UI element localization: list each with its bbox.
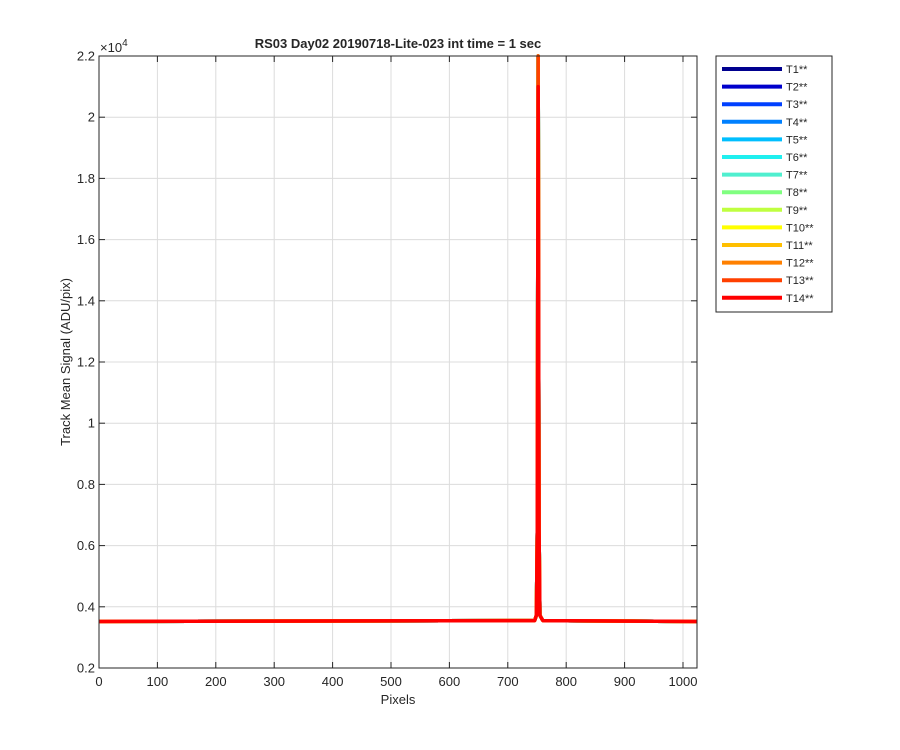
y-axis-label: Track Mean Signal (ADU/pix) bbox=[58, 278, 73, 446]
series-line-14 bbox=[98, 84, 698, 624]
y-tick-label: 1 bbox=[88, 416, 95, 431]
y-tick-label: 1.8 bbox=[77, 171, 95, 186]
legend-label-5: T5** bbox=[786, 134, 808, 146]
y-exponent-base: ×10 bbox=[100, 40, 122, 55]
y-exponent-power: 4 bbox=[122, 38, 128, 49]
legend-label-9: T9** bbox=[786, 205, 808, 217]
x-tick-label: 200 bbox=[205, 674, 227, 689]
x-tick-label: 900 bbox=[614, 674, 636, 689]
legend-label-14: T14** bbox=[786, 293, 814, 305]
chart-title: RS03 Day02 20190718-Lite-023 int time = … bbox=[255, 36, 542, 51]
legend-label-4: T4** bbox=[786, 117, 808, 129]
y-tick-label: 0.4 bbox=[77, 599, 95, 614]
x-tick-label: 100 bbox=[147, 674, 169, 689]
x-tick-label: 700 bbox=[497, 674, 519, 689]
y-tick-label: 1.4 bbox=[77, 293, 95, 308]
ticks: 0 100 200 300 400 500 600 700 800 900 1000 0.2 0.4 0.… bbox=[77, 49, 698, 690]
x-tick-label: 0 bbox=[95, 674, 102, 689]
legend-label-13: T13** bbox=[786, 275, 814, 287]
legend-label-1: T1** bbox=[786, 64, 808, 76]
legend-label-6: T6** bbox=[786, 152, 808, 164]
x-tick-label: 800 bbox=[555, 674, 577, 689]
legend-label-7: T7** bbox=[786, 170, 808, 182]
y-tick-label: 1.2 bbox=[77, 355, 95, 370]
x-tick-label: 400 bbox=[322, 674, 344, 689]
y-tick-label: 0.8 bbox=[77, 477, 95, 492]
y-tick-label: 1.6 bbox=[77, 232, 95, 247]
legend-label-2: T2** bbox=[786, 82, 808, 94]
y-exponent-label: ×104 bbox=[100, 38, 128, 55]
y-tick-label: 2 bbox=[88, 110, 95, 125]
x-tick-label: 600 bbox=[439, 674, 461, 689]
x-tick-label: 300 bbox=[263, 674, 285, 689]
y-tick-label: 0.6 bbox=[77, 538, 95, 553]
x-tick-label: 1000 bbox=[669, 674, 698, 689]
y-tick-label: 2.2 bbox=[77, 49, 95, 64]
y-tick-label: 0.2 bbox=[77, 661, 95, 676]
x-axis-label: Pixels bbox=[381, 692, 416, 707]
legend-label-3: T3** bbox=[786, 99, 808, 111]
legend-label-8: T8** bbox=[786, 187, 808, 199]
legend-label-12: T12** bbox=[786, 258, 814, 270]
legend-label-11: T11** bbox=[786, 240, 813, 252]
legend-box bbox=[715, 55, 833, 313]
legend-label-10: T10** bbox=[786, 222, 814, 234]
legend: T1** T2** T3** T4** T5** T6** T7** T8** T9** T10*… bbox=[715, 55, 833, 313]
x-tick-label: 500 bbox=[380, 674, 402, 689]
